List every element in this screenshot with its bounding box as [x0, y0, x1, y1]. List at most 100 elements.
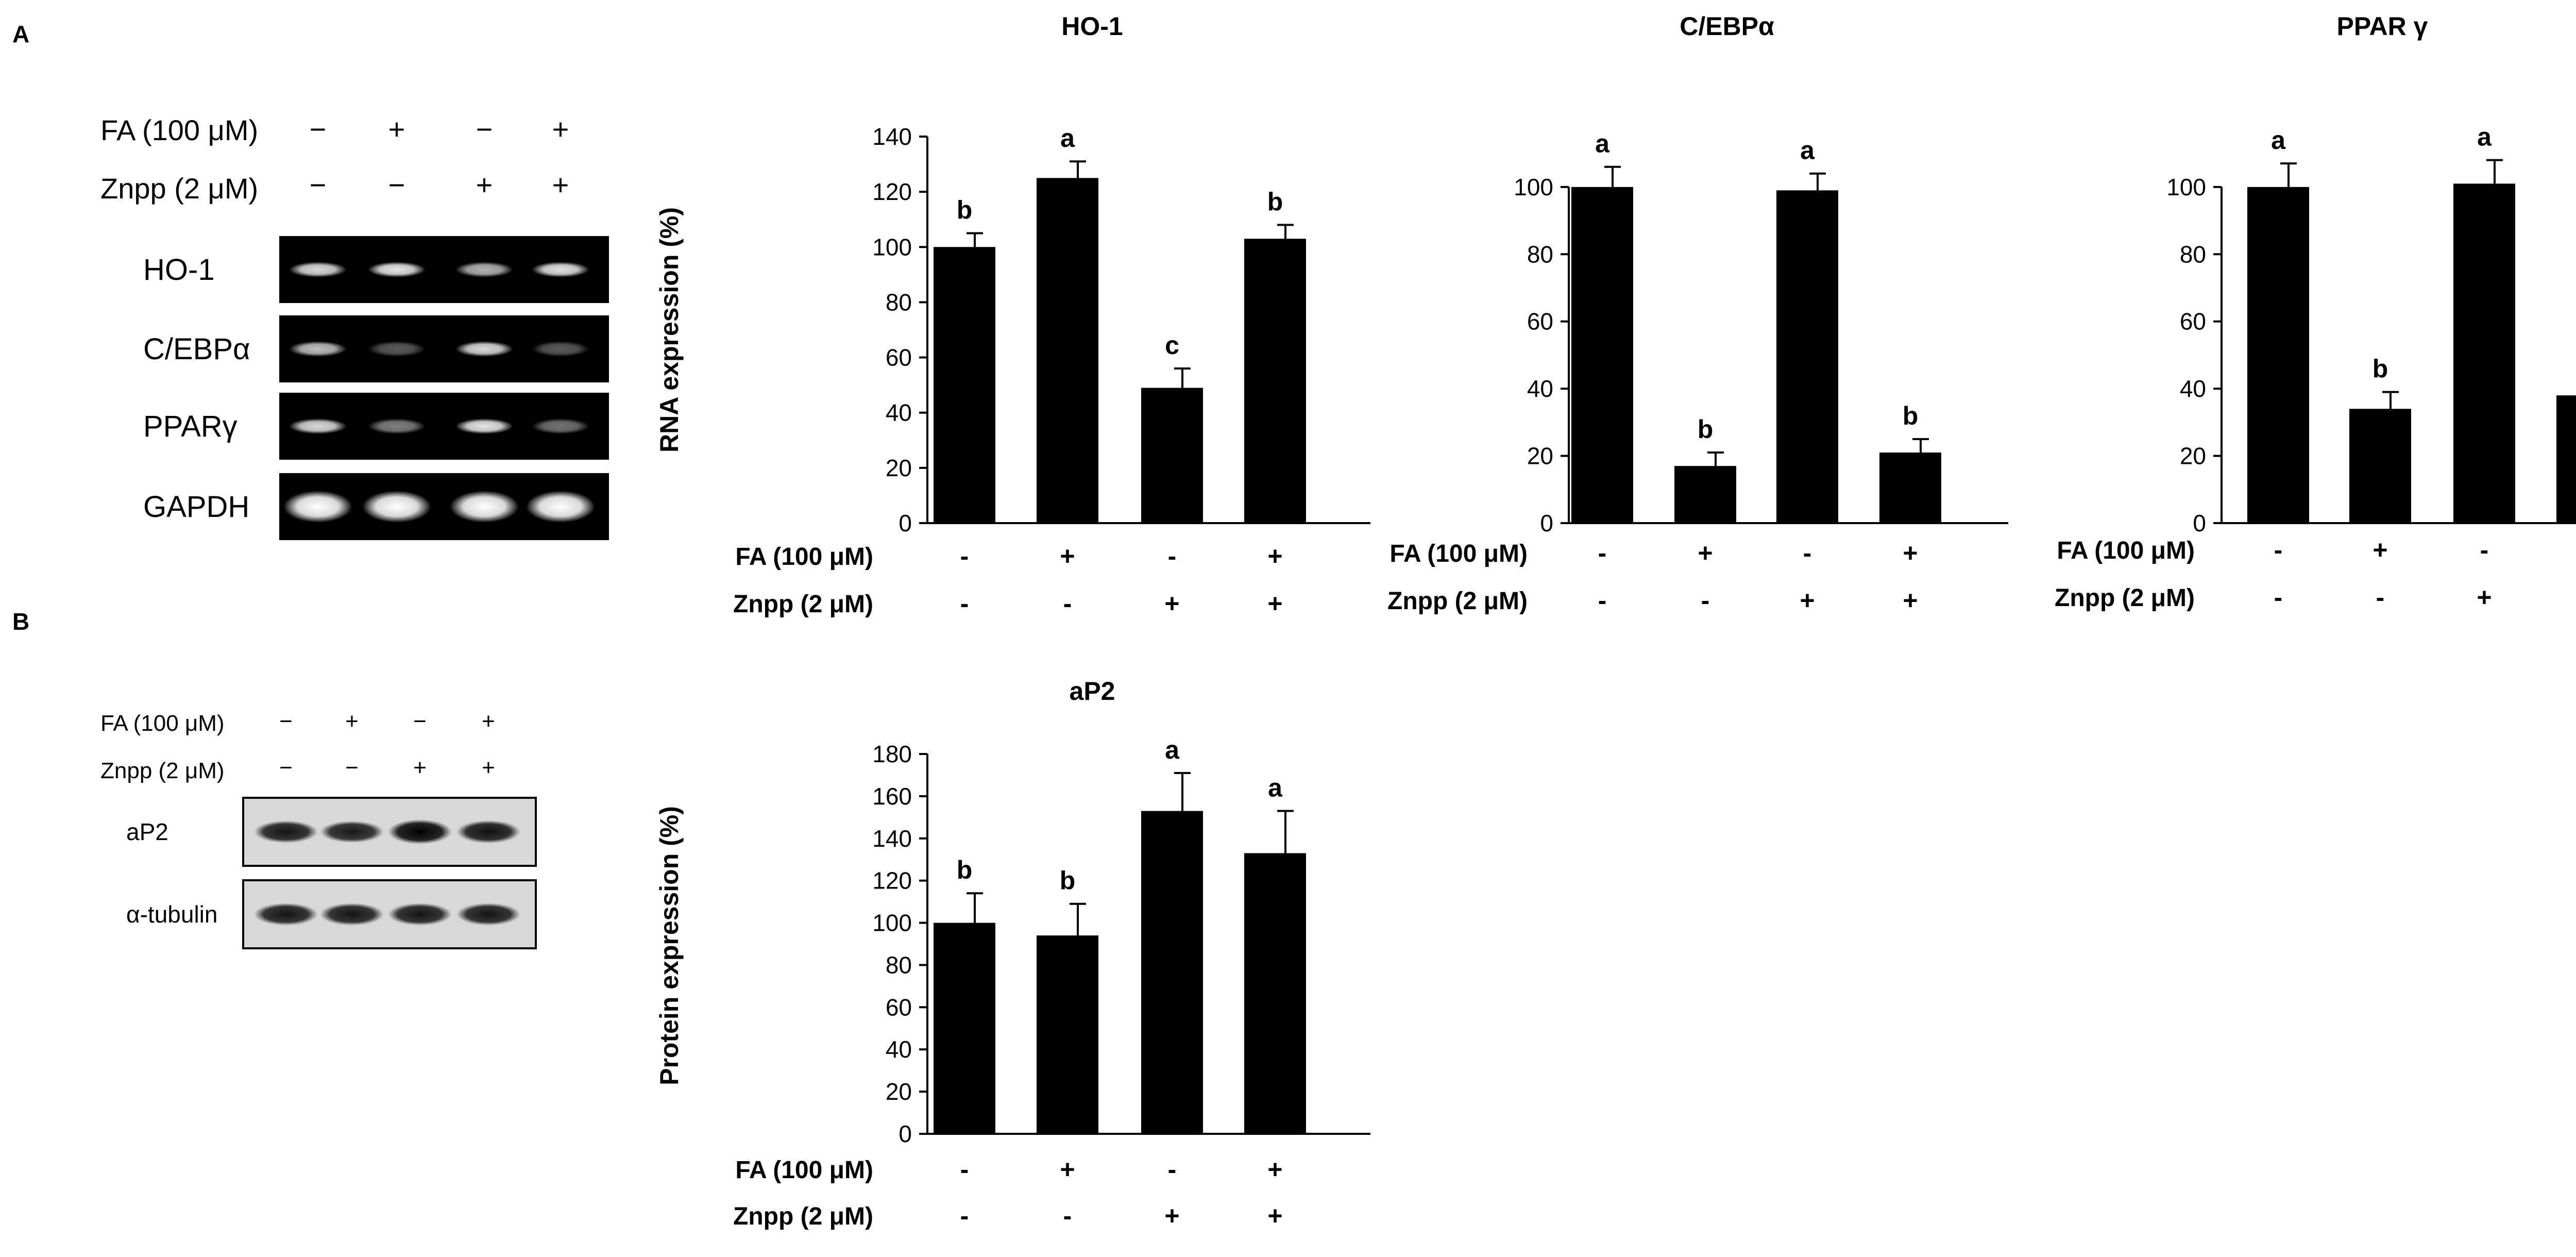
sig-letter-c-ebp-4: b: [1903, 401, 1919, 430]
y-tick-label-c-ebp-60: 60: [1527, 308, 1553, 335]
gel-band-ho-1-lane-2: [368, 262, 426, 277]
y-tick-label-ap2-180: 180: [872, 741, 912, 767]
row-label-ap2-2: Znpp (2 μM): [733, 1203, 873, 1230]
y-tick-label-ap2-160: 160: [872, 783, 912, 810]
wb-fa-label: FA (100 μM): [100, 711, 225, 736]
bar-c-ebp-2: [1674, 466, 1736, 523]
row-sign-ppar-1-2: +: [2372, 535, 2387, 564]
gel-znpp-sign-4: +: [552, 169, 569, 201]
wb-znpp-sign-3: +: [413, 755, 427, 780]
y-tick-label-ap2-40: 40: [886, 1036, 912, 1063]
sig-letter-ap2-2: b: [1060, 866, 1076, 895]
rt-pcr-gel: FA (100 μM) − + − + Znpp (2 μM) − − + + …: [100, 113, 609, 540]
row-sign-ho-1-1-3: -: [1168, 542, 1177, 571]
wb-fa-sign-4: +: [482, 709, 495, 734]
bar-c-ebp-3: [1776, 190, 1838, 523]
bar-c-ebp-4: [1879, 452, 1941, 523]
row-sign-c-ebp-1-1: -: [1598, 539, 1607, 567]
y-tick-label-ppar-100: 100: [2166, 174, 2206, 200]
sig-letter-c-ebp-3: a: [1800, 136, 1815, 165]
y-tick-label-ap2-140: 140: [872, 825, 912, 852]
gel-band-c-ebp-lane-2: [368, 341, 426, 357]
gel-band-ho-1-lane-3: [455, 262, 513, 277]
row-sign-ho-1-1-2: +: [1060, 542, 1075, 571]
y-tick-label-ap2-80: 80: [886, 951, 912, 978]
row-sign-ppar-1-1: -: [2274, 535, 2283, 564]
panel-letter-a: A: [12, 21, 29, 47]
wb-fa-sign-2: +: [345, 709, 359, 734]
y-tick-label-ap2-100: 100: [872, 910, 912, 936]
gel-band-gapdh-lane-4: [526, 491, 595, 523]
gel-band-c-ebp-lane-3: [455, 341, 513, 357]
chart-ho-1: HO-1 0 20 40 60 80 100 120 140 RNA expression (%)…: [655, 12, 1370, 618]
bar-ho-1-1: [934, 247, 995, 523]
row-label-ap2-1: FA (100 μM): [735, 1157, 873, 1184]
gel-band-c-ebp-lane-4: [532, 341, 589, 357]
sig-letter-c-ebp-1: a: [1595, 129, 1610, 158]
gel-label-gapdh: GAPDH: [143, 490, 249, 524]
y-tick-label-ppar-60: 60: [2180, 308, 2206, 335]
y-axis-label-ho-1: RNA expression (%): [655, 207, 684, 452]
chart-ap2: aP2 0 20 40 60 80 100 120 140 160 180 Protein expre…: [655, 677, 1370, 1230]
chart-title-ap2: aP2: [1070, 677, 1115, 706]
bar-c-ebp-1: [1571, 187, 1633, 524]
wb-band-ap2-lane-1: [254, 820, 318, 843]
y-tick-label-ho-1-100: 100: [872, 233, 912, 260]
gel-band-ppar-lane-4: [532, 418, 589, 434]
y-tick-label-ap2-60: 60: [886, 994, 912, 1020]
sig-letter-ho-1-1: b: [957, 196, 973, 225]
wb-znpp-sign-4: +: [482, 755, 495, 780]
chart-ppar: PPAR γ020406080100ababFA (100 μM)-+-+Znp…: [2055, 12, 2576, 612]
sig-letter-c-ebp-2: b: [1698, 415, 1714, 444]
y-tick-label-ap2-20: 20: [886, 1078, 912, 1105]
sig-letter-ho-1-4: b: [1267, 187, 1283, 216]
y-tick-label-ppar-80: 80: [2180, 241, 2206, 267]
y-tick-label-ho-1-120: 120: [872, 178, 912, 205]
wb-band-tubulin-lane-3: [388, 903, 452, 926]
gel-fa-sign-1: −: [310, 113, 327, 145]
bar-ho-1-3: [1141, 388, 1203, 523]
bar-ppar-3: [2453, 183, 2515, 524]
bar-ap2-1: [934, 923, 995, 1134]
row-label-ppar-2: Znpp (2 μM): [2055, 584, 2195, 612]
row-sign-c-ebp-2-1: -: [1598, 586, 1607, 615]
bar-ap2-4: [1244, 853, 1306, 1134]
row-sign-ppar-2-2: -: [2376, 583, 2385, 612]
bar-ap2-3: [1141, 811, 1203, 1134]
y-tick-label-ho-1-60: 60: [886, 344, 912, 371]
y-tick-label-c-ebp-100: 100: [1514, 174, 1553, 200]
bar-ppar-1: [2247, 187, 2309, 524]
y-tick-label-ppar-0: 0: [2193, 510, 2206, 537]
y-tick-label-ap2-120: 120: [872, 867, 912, 894]
sig-letter-ho-1-2: a: [1060, 124, 1075, 153]
row-sign-c-ebp-1-3: -: [1803, 539, 1812, 567]
sig-letter-ap2-4: a: [1268, 774, 1283, 802]
gel-fa-label: FA (100 μM): [100, 114, 258, 146]
wb-band-tubulin-lane-4: [456, 903, 520, 926]
sig-letter-ap2-1: b: [957, 856, 973, 884]
row-sign-ppar-1-3: -: [2480, 535, 2489, 564]
y-tick-label-ho-1-0: 0: [899, 510, 912, 537]
sig-letter-ppar-1: a: [2271, 126, 2286, 155]
y-tick-label-ho-1-80: 80: [886, 289, 912, 315]
wb-band-ap2-lane-4: [456, 820, 520, 844]
gel-znpp-sign-3: +: [476, 169, 493, 201]
row-label-c-ebp-2: Znpp (2 μM): [1387, 588, 1528, 615]
gel-label-ho-1: HO-1: [143, 253, 215, 287]
gel-znpp-sign-1: −: [310, 169, 327, 201]
y-axis-label-ap2: Protein expression (%): [655, 806, 684, 1085]
bar-ppar-4: [2556, 395, 2576, 523]
wb-band-tubulin-lane-2: [320, 903, 384, 926]
sig-letter-ho-1-3: c: [1165, 331, 1179, 360]
row-sign-ap2-2-1: -: [960, 1201, 969, 1230]
gel-band-ppar-lane-3: [455, 418, 513, 434]
western-blot: FA (100 μM) − + − + Znpp (2 μM) − − + + …: [100, 709, 537, 949]
sig-letter-ap2-3: a: [1165, 735, 1180, 764]
y-tick-label-ho-1-40: 40: [886, 399, 912, 426]
panel-letter-b: B: [12, 608, 29, 635]
gel-label-c-ebp: C/EBPα: [143, 332, 250, 366]
row-sign-c-ebp-2-2: -: [1701, 586, 1710, 615]
chart-title-ho-1: HO-1: [1061, 12, 1123, 41]
y-tick-label-ho-1-20: 20: [886, 455, 912, 481]
